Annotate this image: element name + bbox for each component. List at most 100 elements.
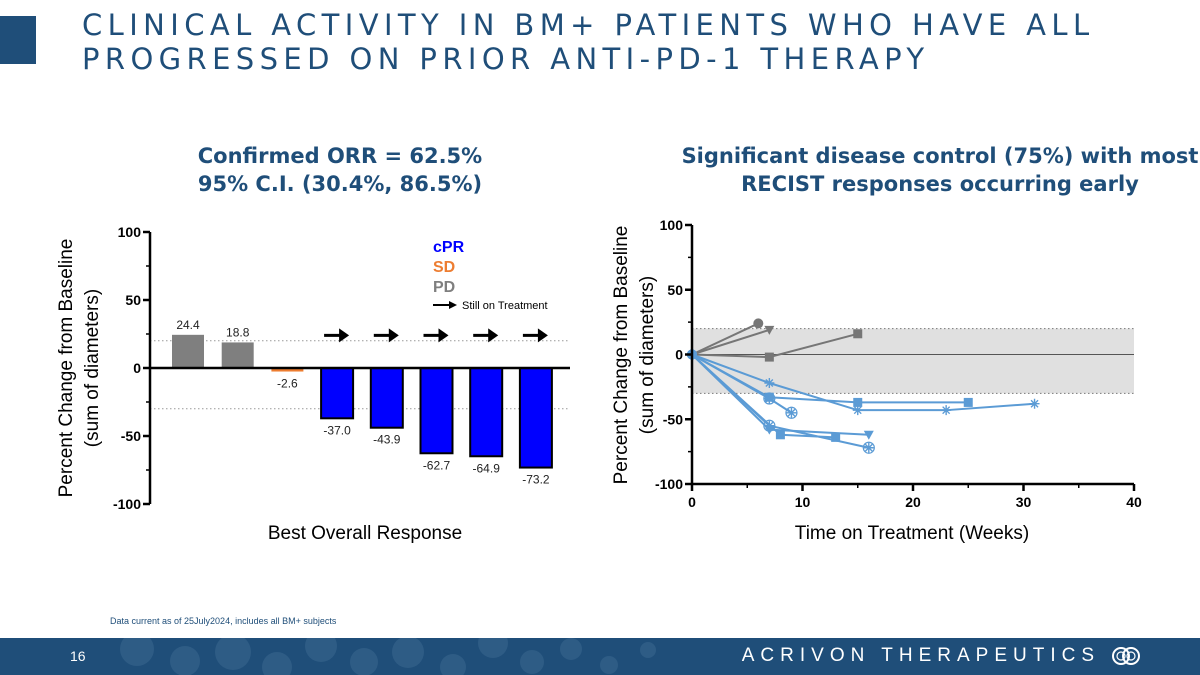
legend-arrow-head [449,301,457,309]
legend-sd: SD [433,259,455,276]
marker-ring [763,392,776,405]
waterfall-value-label: -2.6 [277,377,298,391]
footer-dot [120,638,154,666]
still-on-treatment-arrowhead [388,328,399,343]
waterfall-bar [320,367,355,420]
waterfall-bars [172,334,553,469]
marker-ring [785,406,798,419]
spider-x-tick-label: 30 [1016,494,1032,510]
waterfall-bar [518,367,553,469]
waterfall-value-label: -37.0 [323,423,351,437]
spider-y-tick-label: 100 [660,217,684,233]
waterfall-bar [221,342,254,368]
footer-dot [215,638,251,670]
footnote: Data current as of 25July2024, includes … [110,616,337,626]
spider-y-tick-label: -100 [655,476,683,492]
left-subtitle: Confirmed ORR = 62.5% 95% C.I. (30.4%, 8… [140,142,540,198]
footer-dot [350,648,378,675]
title-accent-block [0,16,36,64]
waterfall-bar [172,334,204,368]
still-on-treatment-arrowhead [488,328,499,343]
waterfall-value-label: 24.4 [176,318,200,332]
disease-control-band [692,328,1134,394]
marker-asterisk [852,405,863,416]
marker-asterisk [764,377,775,388]
footer-dot [170,646,200,675]
waterfall-bar [271,368,304,372]
marker-circle [753,318,764,329]
slide-title-line2: PROGRESSED ON PRIOR ANTI-PD-1 THERAPY [82,42,930,76]
spider-x-tick-label: 40 [1126,494,1142,510]
marker-square [775,430,785,440]
spider-y-tick-label: 0 [675,347,683,363]
waterfall-y-tick-label: -100 [113,496,141,512]
brand-logo-icon [1112,647,1140,665]
waterfall-reference-lines [150,340,570,410]
still-on-treatment-arrowhead [537,328,548,343]
marker-asterisk [863,442,874,453]
spider-x-tick-label: 0 [688,494,696,510]
waterfall-xlabel: Best Overall Response [268,523,462,544]
footer-dot [392,638,424,668]
spider-x-tick-label: 20 [905,494,921,510]
waterfall-axes: 100 50 0 -50 -100 [113,224,570,512]
slide-title-line1: CLINICAL ACTIVITY IN BM+ PATIENTS WHO HA… [82,8,1095,42]
footer-dot [305,638,337,662]
marker-asterisk [941,405,952,416]
footer-bar: 16 ACRIVON THERAPEUTICS [0,638,1200,675]
waterfall-y-tick-label: -50 [121,428,141,444]
right-subtitle: Significant disease control (75%) with m… [660,142,1200,198]
footer-dot [520,650,544,674]
left-subtitle-line1: Confirmed ORR = 62.5% [197,144,483,168]
marker-asterisk [764,393,775,404]
waterfall-ylabel-line1: Percent Change from Baseline [56,239,77,498]
spider-chart: 100 50 0 -50 -100 0 10 20 30 40 Percent Change fr… [611,217,1142,544]
marker-square [764,352,774,362]
marker-square [853,329,863,339]
spider-y-tick-label: 50 [667,282,683,298]
still-on-treatment-arrowhead [339,328,350,343]
footer-dot [640,642,656,658]
spider-band [692,328,1134,394]
footer-dot [262,652,292,675]
footer-dot [600,656,618,674]
waterfall-bar [419,367,454,455]
waterfall-legend: cPR SD PD Still on Treatment [433,239,548,312]
spider-line [691,328,770,356]
legend-pd: PD [433,279,455,296]
marker-ring [763,419,776,432]
waterfall-arrows [324,328,548,343]
spider-y-tick-label: -50 [663,411,683,427]
marker-triangle [764,325,775,335]
waterfall-value-label: 18.8 [226,325,250,339]
waterfall-y-tick-label: 50 [125,292,141,308]
waterfall-y-tick-label: 100 [118,224,142,240]
spider-ylabel-line1: Percent Change from Baseline [611,226,632,485]
footer-dot [478,638,508,658]
waterfall-value-labels: 24.4 18.8 -2.6 -37.0 -43.9 -62.7 -64.9 -73.2 [176,318,550,487]
spider-series [687,318,1040,454]
footer-dot [440,654,466,675]
waterfall-value-label: -73.2 [522,473,550,487]
waterfall-bar [469,367,504,458]
waterfall-bar [369,367,404,429]
still-on-treatment-arrowhead [438,328,449,343]
slide-title: CLINICAL ACTIVITY IN BM+ PATIENTS WHO HA… [82,8,1095,76]
marker-asterisk [786,407,797,418]
spider-line [691,322,759,356]
legend-cpr: cPR [433,239,465,256]
left-subtitle-line2: 95% C.I. (30.4%, 86.5%) [197,172,483,196]
waterfall-value-label: -43.9 [373,433,401,447]
page-number: 16 [70,648,86,664]
waterfall-value-label: -64.9 [473,461,501,475]
waterfall-chart: 24.4 18.8 -2.6 -37.0 -43.9 -62.7 -64.9 -73.2 10… [56,224,570,544]
marker-square [853,397,863,407]
spider-x-tick-label: 10 [795,494,811,510]
spider-axes: 100 50 0 -50 -100 0 10 20 30 40 [655,217,1142,510]
marker-square [831,432,841,442]
right-subtitle-line2: RECIST responses occurring early [741,172,1139,196]
waterfall-ylabel-line2: (sum of diameters) [82,289,103,447]
marker-ring [862,441,875,454]
brand-name: ACRIVON THERAPEUTICS [741,645,1100,666]
footer-dot [560,638,582,660]
